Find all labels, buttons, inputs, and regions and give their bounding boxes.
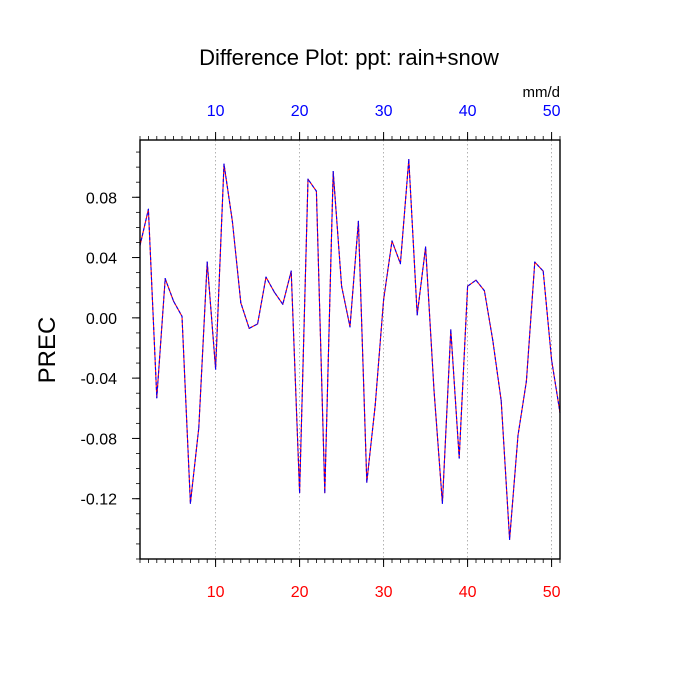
plot-area-frame (139, 139, 561, 560)
y-tick-label: -0.12 (81, 492, 118, 509)
data-point (147, 208, 149, 210)
data-point (517, 434, 519, 437)
x-bottom-tick-label: 20 (291, 584, 309, 601)
data-point (383, 299, 385, 301)
chart-title: Difference Plot: ppt: rain+snow (199, 45, 499, 70)
data-point (290, 270, 292, 272)
data-point (215, 368, 217, 370)
data-point (500, 400, 502, 402)
x-bottom-tick-label: 50 (543, 584, 561, 601)
data-point (265, 276, 267, 278)
x-top-tick-label: 20 (291, 103, 309, 120)
x-top-tick-label: 50 (543, 103, 561, 120)
y-tick-label: 0.00 (86, 311, 117, 328)
data-point (198, 427, 200, 429)
y-tick-label: -0.04 (81, 371, 118, 388)
data-point (433, 389, 435, 391)
data-point (282, 303, 284, 305)
data-point (332, 171, 334, 173)
data-point (299, 492, 301, 494)
data-point (408, 158, 410, 161)
x-bottom-tick-label: 30 (375, 584, 393, 601)
data-point (374, 404, 376, 406)
x-top-tick-label: 30 (375, 103, 393, 120)
data-point (257, 323, 259, 325)
data-point (173, 300, 175, 302)
data-point (366, 481, 368, 483)
y-axis-label: PREC (34, 317, 61, 384)
grid-lines (215, 140, 552, 559)
data-point (458, 457, 460, 459)
data-point (475, 279, 477, 281)
y-tick-label: 0.04 (86, 251, 117, 268)
data-point (307, 178, 309, 180)
data-point (206, 261, 208, 263)
x-bottom-tick-label: 10 (207, 584, 225, 601)
data-point (324, 492, 326, 494)
data-point (391, 240, 393, 242)
series-layer (139, 158, 561, 541)
data-point (425, 246, 427, 248)
data-point (248, 327, 250, 329)
y-tick-label: -0.08 (81, 431, 118, 448)
data-point (416, 314, 418, 316)
data-point (156, 397, 158, 399)
data-point (399, 262, 401, 265)
data-point (450, 329, 452, 331)
data-point (341, 285, 343, 287)
data-point (467, 285, 469, 287)
x-bottom-tick-label: 40 (459, 584, 477, 601)
data-point (231, 220, 233, 222)
data-point (349, 326, 351, 328)
data-point (509, 538, 511, 541)
data-point (525, 380, 528, 382)
data-point (542, 270, 544, 272)
x-top-tick-label: 40 (459, 103, 477, 120)
data-point (441, 502, 443, 504)
data-point (189, 502, 191, 504)
data-point (483, 290, 485, 292)
data-point (492, 339, 494, 342)
data-point (357, 220, 359, 222)
series-line-blue-dashed (139, 159, 561, 540)
data-point (315, 190, 317, 192)
y-tick-label: 0.08 (86, 190, 117, 207)
data-point (164, 278, 166, 280)
data-point (273, 291, 275, 293)
data-point (551, 359, 553, 361)
units-label: mm/d (523, 84, 561, 101)
data-point (223, 163, 225, 165)
x-top-tick-label: 10 (207, 103, 225, 120)
data-point (534, 261, 536, 263)
data-point (181, 315, 183, 317)
data-point (240, 302, 242, 304)
axis-ticks: 10 10 20 20 30 30 40 40 50 50 0.08 0.04 0.00 -0.04 -0.… (81, 103, 561, 601)
